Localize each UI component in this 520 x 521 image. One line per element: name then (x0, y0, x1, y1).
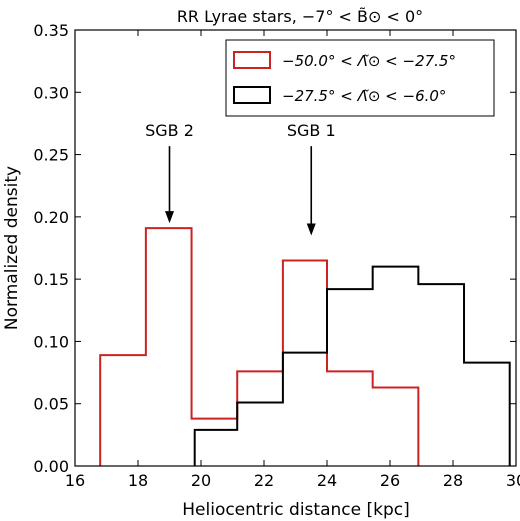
annotation-label-1: SGB 2 (145, 121, 194, 140)
y-tick-label: 0.35 (33, 21, 69, 40)
y-tick-label: 0.00 (33, 457, 69, 476)
y-tick-label: 0.30 (33, 83, 69, 102)
y-tick-label: 0.15 (33, 270, 69, 289)
legend: −50.0° < Λ̃⊙ < −27.5° −27.5° < Λ̃⊙ < −6.0… (225, 39, 495, 117)
x-tick-label: 28 (443, 471, 463, 490)
x-tick-label: 22 (254, 471, 274, 490)
x-axis-title: Heliocentric distance [kpc] (182, 500, 409, 520)
axis-layer: 16 18 20 22 24 26 28 30 0.00 0.05 0.10 0.15 0.20 0.25… (33, 21, 520, 490)
x-tick-label: 20 (191, 471, 211, 490)
histogram-series-2 (193, 265, 511, 466)
y-tick-label: 0.10 (33, 332, 69, 351)
annotation-label-2: SGB 1 (287, 121, 336, 140)
legend-swatch-1 (233, 51, 271, 69)
annotation-layer: SGB 2 SGB 1 (145, 121, 336, 236)
y-axis-title: Normalized density (2, 166, 22, 330)
x-tick-label: 24 (317, 471, 337, 490)
x-tick-label: 30 (506, 471, 520, 490)
legend-label-2: −27.5° < Λ̃⊙ < −6.0° (282, 87, 446, 105)
histogram-series-1 (99, 227, 420, 466)
series-layer (99, 227, 511, 466)
annotation-arrow-head-2 (306, 223, 316, 236)
legend-label-1: −50.0° < Λ̃⊙ < −27.5° (282, 52, 456, 70)
x-tick-label: 18 (128, 471, 148, 490)
x-tick-label: 16 (65, 471, 85, 490)
annotation-arrow-head-1 (165, 211, 174, 224)
y-tick-label: 0.05 (33, 395, 69, 414)
legend-swatch-2 (233, 86, 271, 104)
y-tick-label: 0.25 (33, 146, 69, 165)
chart-title: RR Lyrae stars, −7° < B̃⊙ < 0° (177, 7, 423, 26)
axes-frame (74, 29, 517, 467)
y-tick-label: 0.20 (33, 208, 69, 227)
x-tick-label: 26 (380, 471, 400, 490)
